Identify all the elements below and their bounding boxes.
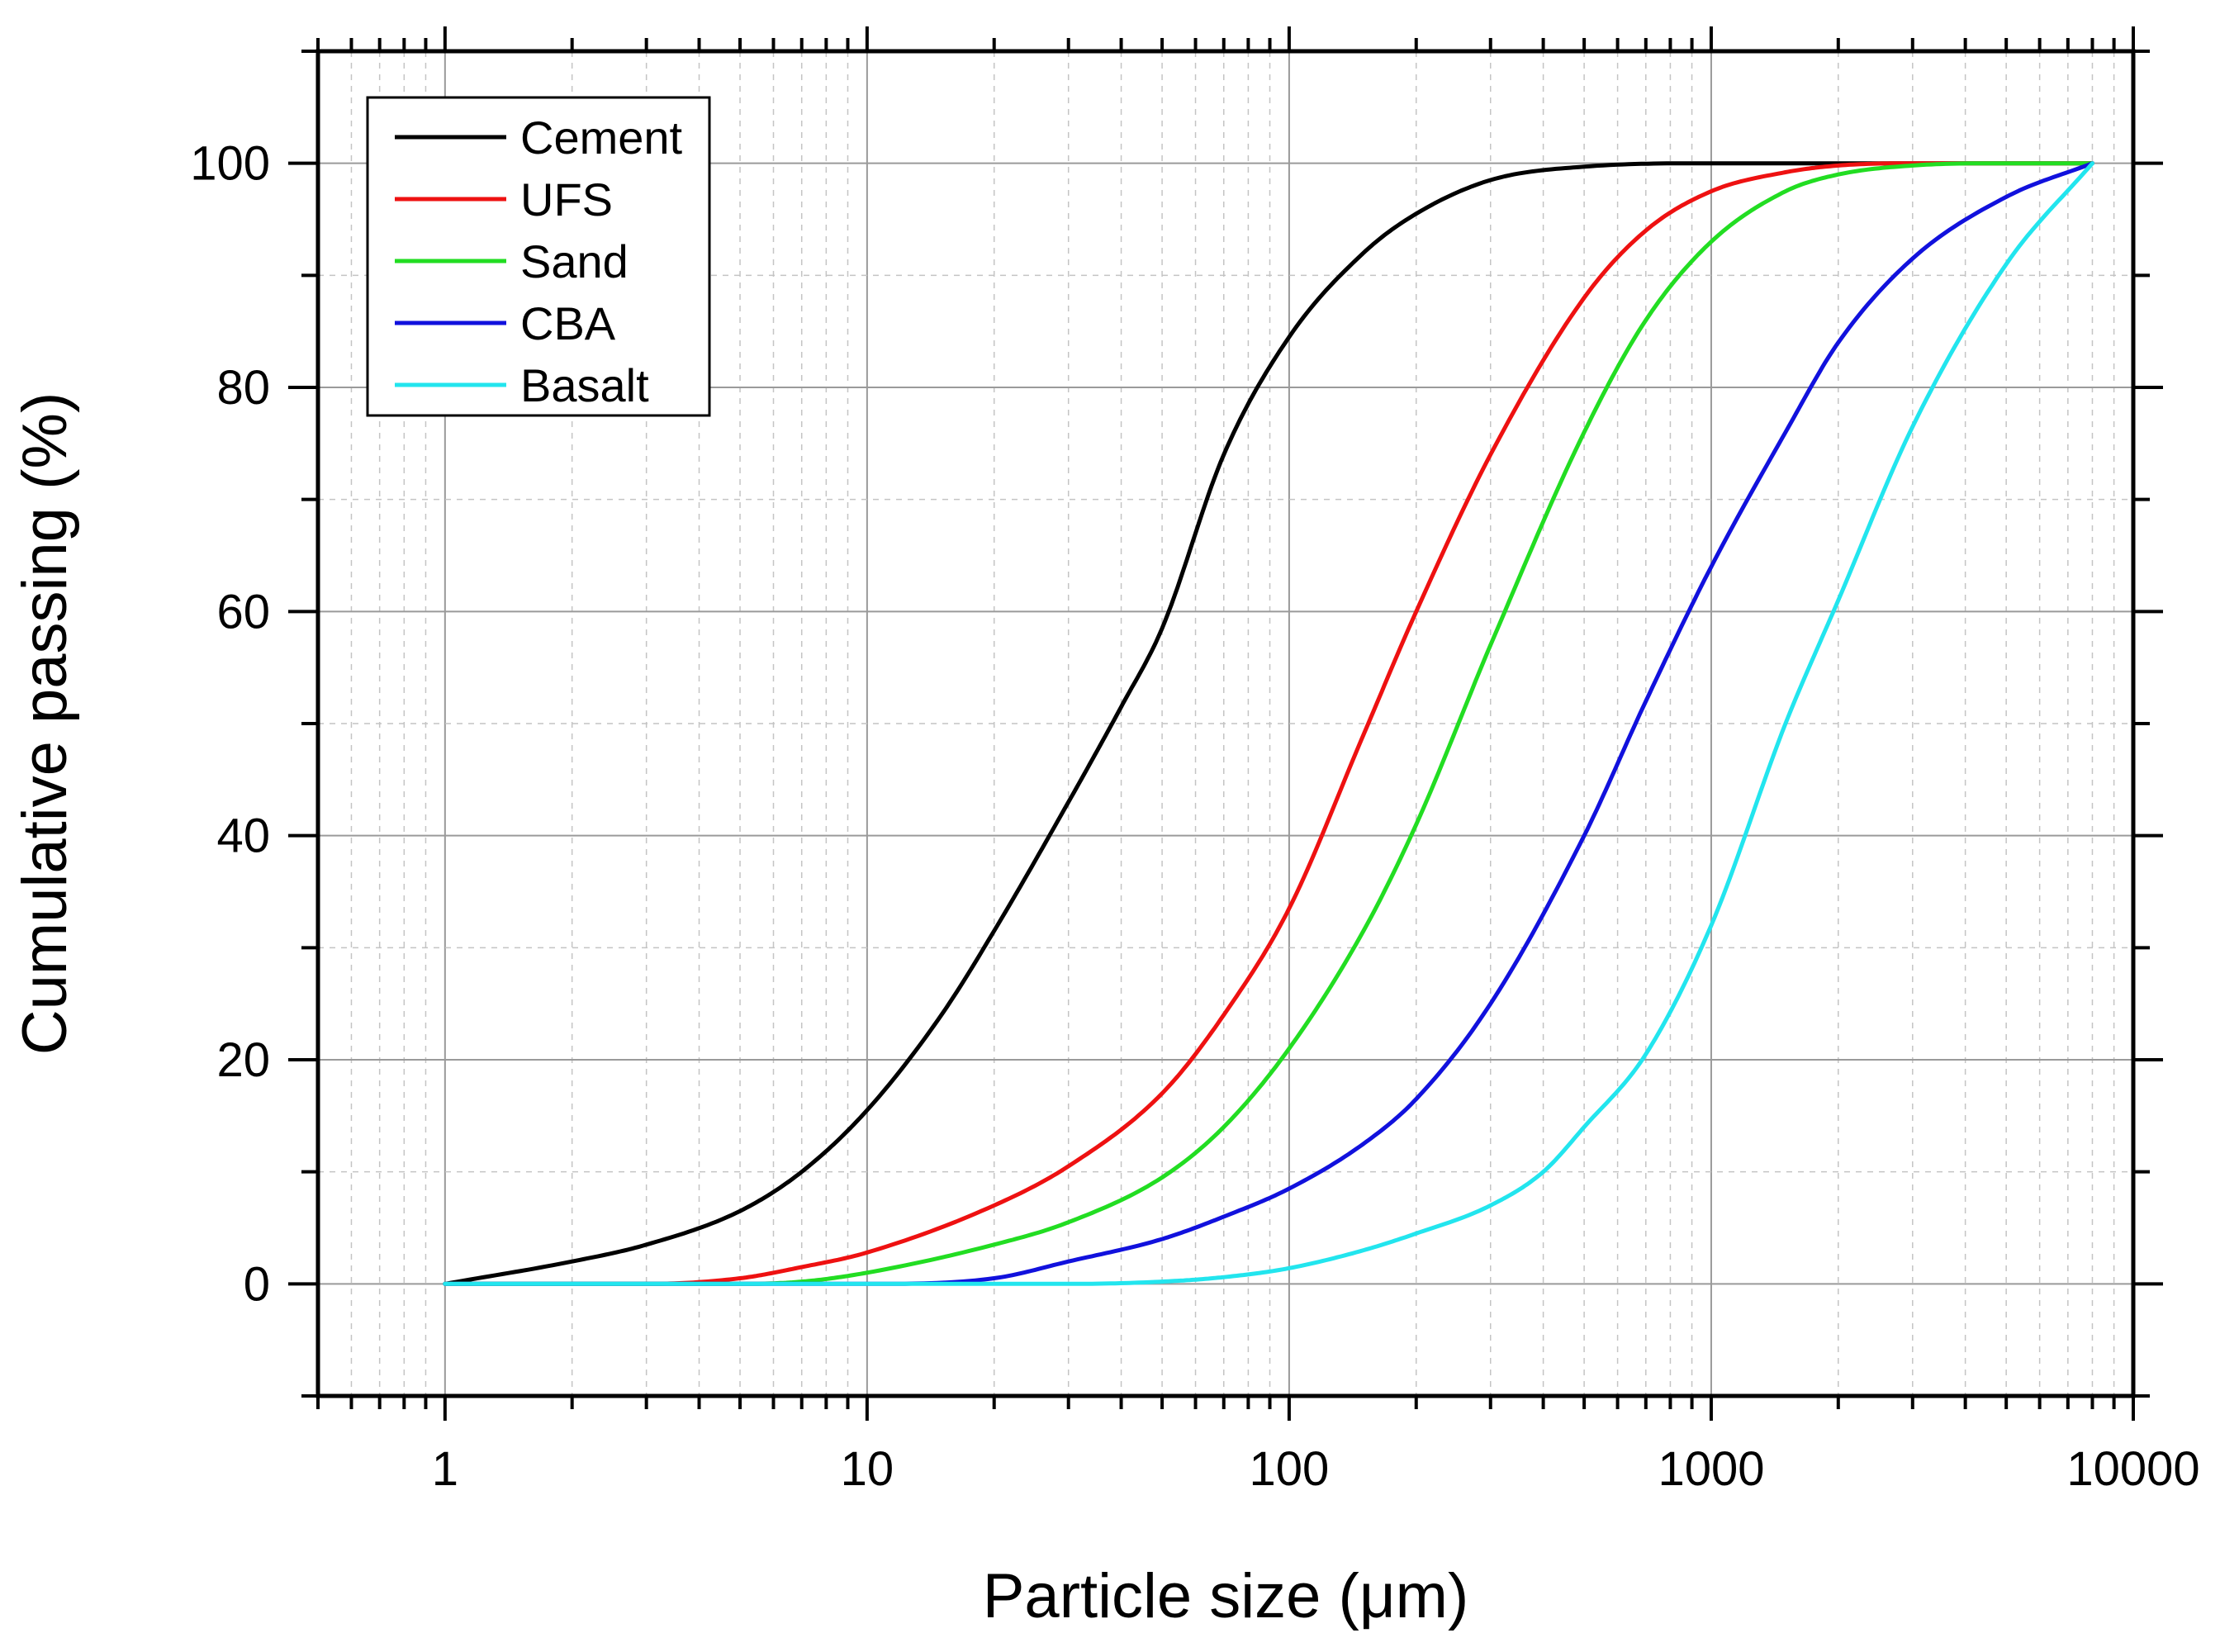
legend-label-cba: CBA xyxy=(520,297,616,349)
y-axis-title: Cumulative passing (%) xyxy=(10,392,80,1056)
x-axis-title: Particle size (μm) xyxy=(983,1561,1469,1631)
x-tick-label: 1000 xyxy=(1658,1442,1764,1496)
legend-label-sand: Sand xyxy=(520,235,629,287)
y-tick-label: 80 xyxy=(216,361,270,415)
series-line-basalt xyxy=(443,161,2094,1286)
series-line-sand xyxy=(443,161,2094,1286)
legend-label-basalt: Basalt xyxy=(520,359,649,411)
tick-labels: 1 10 100 1000 10000 0 20 40 60 80 100 xyxy=(190,137,2199,1496)
y-tick-label: 100 xyxy=(190,137,270,191)
plot-frame xyxy=(315,49,2136,1398)
legend: Cement UFS Sand CBA Basalt xyxy=(366,96,711,417)
y-tick-label: 60 xyxy=(216,585,270,638)
series-layer xyxy=(443,161,2094,1286)
series-line-cba xyxy=(443,161,2094,1286)
x-tick-label: 1 xyxy=(432,1442,458,1496)
legend-box xyxy=(366,96,711,417)
y-tick-label: 0 xyxy=(244,1257,270,1311)
series-line-cement xyxy=(443,161,2094,1286)
y-tick-label: 40 xyxy=(216,809,270,863)
x-tick-label: 10 xyxy=(841,1442,894,1496)
x-tick-label: 100 xyxy=(1250,1442,1330,1496)
axis-ticks xyxy=(288,26,2163,1421)
legend-label-ufs: UFS xyxy=(520,173,613,225)
x-tick-label: 10000 xyxy=(2066,1442,2199,1496)
series-line-ufs xyxy=(443,161,2094,1286)
y-tick-label: 20 xyxy=(216,1033,270,1087)
legend-label-cement: Cement xyxy=(520,112,683,164)
